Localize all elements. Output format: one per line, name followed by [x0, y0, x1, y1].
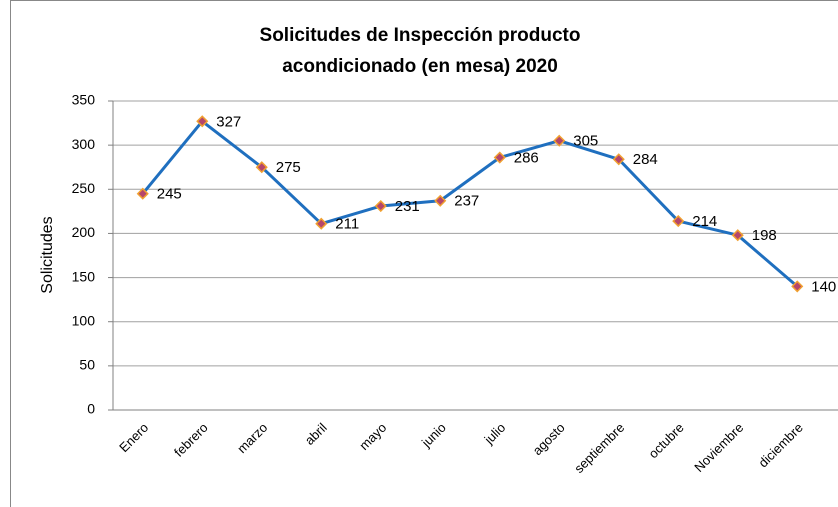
y-tick-label: 300 — [72, 136, 96, 152]
marker — [315, 217, 328, 230]
chart-frame — [10, 0, 838, 507]
marker — [136, 187, 149, 200]
line — [141, 119, 799, 288]
y-axis-label: Solicitudes — [39, 216, 56, 293]
marker — [196, 115, 209, 128]
marker — [434, 194, 447, 207]
data-label: 214 — [692, 213, 717, 230]
y-tick-label: 100 — [72, 312, 96, 328]
marker — [255, 161, 268, 174]
data-label: 231 — [395, 198, 420, 215]
data-label: 140 — [811, 278, 836, 295]
marker — [791, 280, 804, 293]
y-tick-label: 250 — [72, 180, 96, 196]
y-tick-label: 150 — [72, 268, 96, 284]
chart-title: acondicionado (en mesa) 2020 — [282, 56, 558, 77]
marker — [672, 215, 685, 228]
data-label: 245 — [157, 186, 182, 203]
marker — [553, 134, 566, 147]
marker — [612, 153, 625, 166]
chart-title: Solicitudes de Inspección producto — [260, 25, 581, 46]
marker — [493, 151, 506, 164]
y-tick-label: 200 — [72, 224, 96, 240]
y-tick-label: 50 — [79, 357, 95, 373]
data-label: 286 — [514, 149, 539, 166]
y-tick-label: 0 — [87, 401, 95, 417]
data-label: 275 — [276, 159, 301, 176]
marker — [731, 229, 744, 242]
data-label: 284 — [633, 151, 658, 168]
y-tick-label: 350 — [72, 92, 96, 108]
data-label: 327 — [216, 113, 241, 130]
marker — [374, 199, 387, 213]
data-label: 198 — [752, 227, 777, 244]
data-label: 211 — [335, 216, 359, 233]
data-label: 237 — [454, 193, 479, 210]
data-label: 305 — [573, 133, 598, 150]
